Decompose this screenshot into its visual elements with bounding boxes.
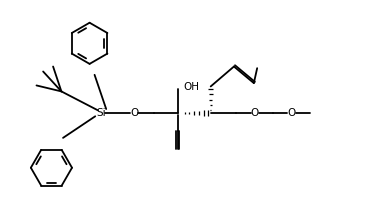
Text: O: O bbox=[251, 108, 259, 118]
Text: Si: Si bbox=[96, 108, 106, 118]
Text: OH: OH bbox=[184, 83, 200, 92]
Text: O: O bbox=[130, 108, 138, 118]
Text: O: O bbox=[287, 108, 295, 118]
